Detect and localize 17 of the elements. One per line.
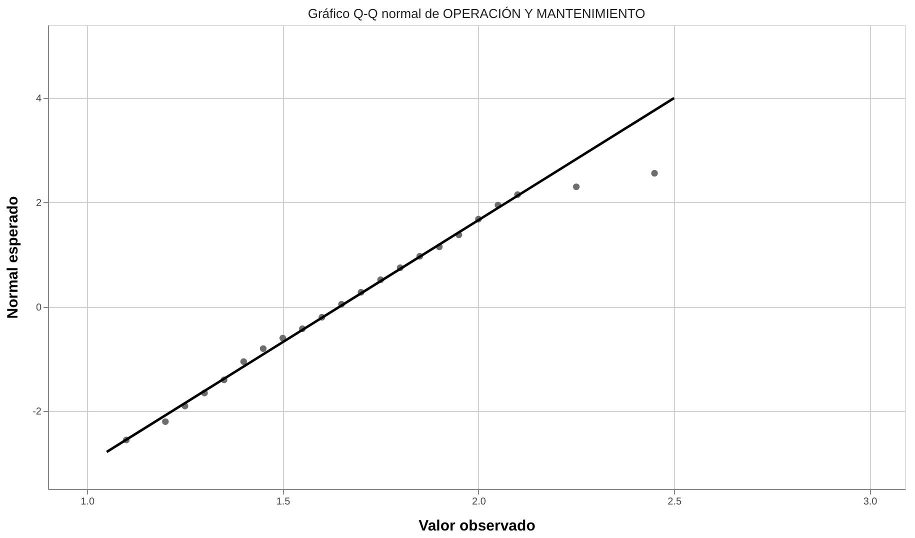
chart-title: Gráfico Q-Q normal de OPERACIÓN Y MANTENIMIENTO xyxy=(308,6,646,21)
x-tick-label: 3.0 xyxy=(863,496,878,508)
point xyxy=(162,418,169,426)
point xyxy=(260,345,267,352)
y-tick-label: 4 xyxy=(36,94,42,105)
x-tick-label: 1.0 xyxy=(80,496,96,508)
y-tick-label: 2 xyxy=(36,198,42,209)
x-tick-label: 2.5 xyxy=(668,496,682,508)
y-tick-label: 0 xyxy=(36,302,42,314)
y-axis-title: Normal esperado xyxy=(4,196,22,319)
point xyxy=(240,358,248,365)
point xyxy=(651,170,658,177)
point xyxy=(572,183,580,190)
x-tick-label: 2.0 xyxy=(472,496,486,508)
x-tick-label: 1.5 xyxy=(276,496,291,508)
y-tick-label: -2 xyxy=(32,406,42,418)
x-axis-title: Valor observado xyxy=(418,518,536,534)
